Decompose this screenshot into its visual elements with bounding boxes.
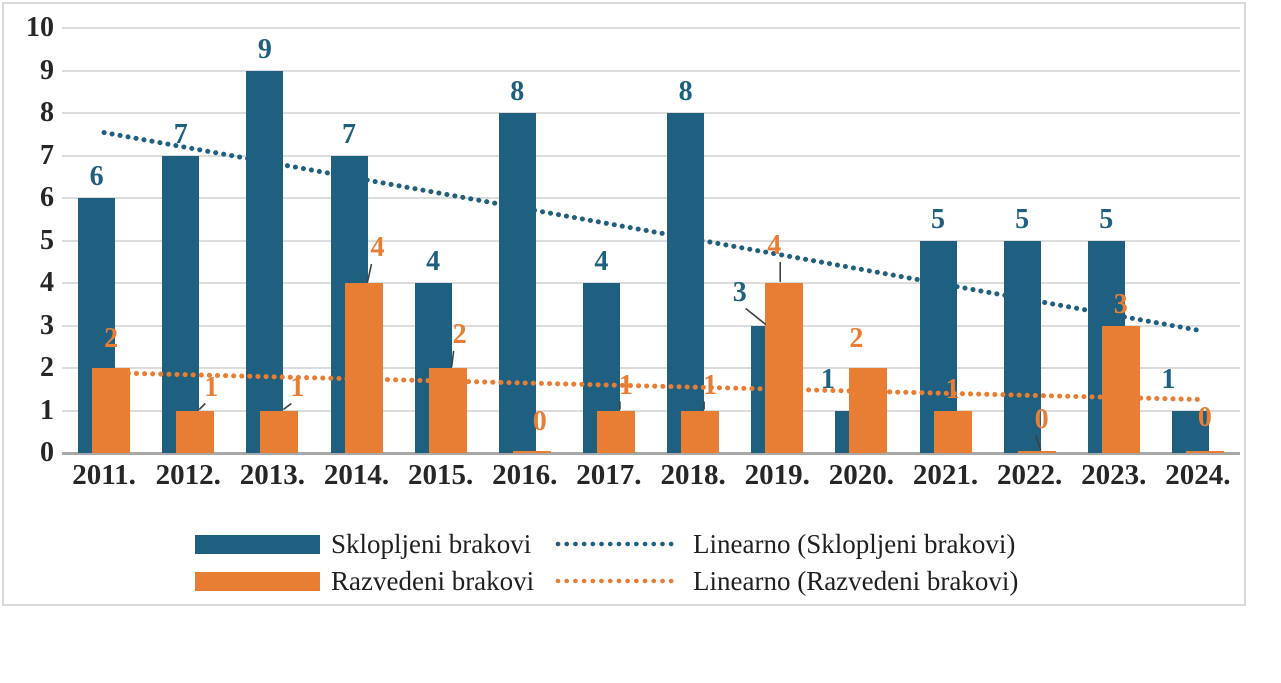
data-label-razvedeni-2022: 0 — [1034, 403, 1049, 435]
gridline — [62, 197, 1240, 199]
bar-razvedeni-2021 — [933, 410, 972, 453]
gridline — [62, 27, 1240, 29]
data-label-sklopljeni-2023: 5 — [1099, 203, 1114, 235]
y-tick-label: 7 — [40, 139, 54, 171]
x-tick-label: 2019. — [744, 459, 810, 491]
gridline — [62, 367, 1240, 369]
x-tick-label: 2022. — [997, 459, 1063, 491]
gridline — [62, 282, 1240, 284]
x-tick-label: 2018. — [660, 459, 726, 491]
bar-razvedeni-2013 — [260, 410, 299, 453]
gridline — [62, 69, 1240, 72]
y-tick-label: 6 — [40, 182, 54, 213]
legend-label-razvedeni: Razvedeni brakovi — [331, 565, 535, 596]
data-label-sklopljeni-2013: 9 — [257, 33, 272, 65]
x-tick-label: 2014. — [323, 459, 390, 491]
legend-swatch-linearno-sklopljeni-line — [555, 541, 679, 547]
data-label-sklopljeni-2012: 7 — [173, 118, 188, 150]
gridline — [62, 324, 1240, 327]
data-label-razvedeni-2013: 1 — [290, 371, 305, 403]
y-tick-label: 3 — [40, 309, 54, 341]
data-label-razvedeni-2017: 1 — [618, 369, 633, 401]
y-tick-label: 1 — [40, 394, 54, 426]
bar-razvedeni-2011 — [92, 368, 131, 453]
y-tick-label: 10 — [26, 12, 54, 43]
bar-razvedeni-2024 — [1185, 450, 1224, 453]
data-label-sklopljeni-2015: 4 — [426, 246, 441, 277]
legend-label-linearno-sklopljeni: Linearno (Sklopljeni brakovi) — [693, 528, 1016, 559]
x-axis-line — [62, 452, 1240, 455]
data-label-razvedeni-2021: 1 — [945, 373, 960, 405]
x-tick-label: 2024. — [1165, 459, 1231, 491]
gridline — [62, 154, 1240, 157]
data-label-razvedeni-2018: 1 — [703, 369, 718, 401]
data-label-sklopljeni-2021: 5 — [931, 203, 945, 235]
bar-razvedeni-2023 — [1101, 325, 1140, 453]
data-label-razvedeni-2015: 2 — [452, 319, 467, 350]
data-label-razvedeni-2019: 4 — [767, 230, 782, 261]
y-tick-label: 9 — [40, 54, 54, 86]
data-label-razvedeni-2020: 2 — [849, 323, 864, 354]
legend-label-linearno-razvedeni: Linearno (Razvedeni brakovi) — [693, 565, 1019, 596]
bar-sklopljeni-2024 — [1171, 410, 1209, 453]
bar-razvedeni-2014 — [344, 283, 383, 453]
bar-razvedeni-2017 — [596, 410, 635, 453]
legend-swatch-razvedeni-bar — [195, 571, 320, 591]
y-tick-label: 2 — [40, 352, 54, 383]
data-label-razvedeni-2012: 1 — [204, 371, 219, 403]
y-tick-label: 8 — [40, 97, 54, 128]
x-tick-label: 2021. — [912, 459, 979, 491]
data-label-sklopljeni-2016: 8 — [510, 76, 525, 107]
x-tick-label: 2017. — [576, 459, 642, 491]
data-label-razvedeni-2023: 3 — [1113, 288, 1128, 320]
x-tick-label: 2020. — [828, 459, 894, 491]
data-label-razvedeni-2014: 4 — [370, 232, 385, 263]
data-label-razvedeni-2024: 0 — [1197, 401, 1212, 433]
gridline — [62, 239, 1240, 242]
gridline — [62, 409, 1240, 412]
x-tick-label: 2013. — [239, 459, 305, 491]
data-label-sklopljeni-2020: 1 — [820, 363, 835, 395]
y-tick-label: 5 — [40, 224, 54, 256]
bar-razvedeni-2015 — [428, 368, 467, 453]
x-tick-label: 2015. — [408, 459, 474, 491]
x-tick-label: 2011. — [72, 459, 136, 491]
bar-sklopljeni-2012 — [162, 155, 200, 453]
data-label-sklopljeni-2011: 6 — [89, 161, 104, 192]
bar-sklopljeni-2013 — [246, 70, 284, 453]
y-tick-label: 4 — [40, 267, 54, 298]
bar-razvedeni-2018 — [681, 410, 720, 453]
data-label-razvedeni-2011: 2 — [104, 323, 119, 354]
x-tick-label: 2016. — [492, 459, 558, 491]
x-tick-label: 2023. — [1081, 459, 1147, 491]
legend-swatch-sklopljeni-bar — [195, 534, 320, 554]
legend-row-sklopljeni: Sklopljeni brakovi Linearno (Sklopljeni … — [195, 529, 1018, 559]
bar-razvedeni-2022 — [1017, 450, 1056, 453]
bar-razvedeni-2012 — [176, 410, 215, 453]
y-tick-label: 0 — [40, 437, 54, 468]
bar-razvedeni-2020 — [849, 368, 888, 453]
bar-sklopljeni-2018 — [667, 113, 705, 453]
bar-razvedeni-2016 — [512, 450, 551, 453]
data-label-sklopljeni-2017: 4 — [594, 246, 609, 277]
x-tick-label: 2012. — [155, 459, 221, 491]
data-label-sklopljeni-2014: 7 — [342, 118, 356, 150]
data-label-sklopljeni-2019: 3 — [732, 276, 747, 308]
data-label-razvedeni-2016: 0 — [532, 405, 547, 437]
bar-razvedeni-2019 — [765, 283, 804, 453]
legend-label-sklopljeni: Sklopljeni brakovi — [331, 528, 532, 559]
legend-swatch-linearno-razvedeni-line — [555, 578, 679, 584]
data-label-sklopljeni-2022: 5 — [1015, 203, 1030, 235]
bar-sklopljeni-2016 — [498, 113, 536, 453]
legend-row-razvedeni: Razvedeni brakovi Linearno (Razvedeni br… — [195, 566, 1018, 596]
legend: Sklopljeni brakovi Linearno (Sklopljeni … — [195, 529, 1018, 596]
data-label-sklopljeni-2024: 1 — [1161, 363, 1176, 395]
gridline — [62, 112, 1240, 114]
data-label-sklopljeni-2018: 8 — [678, 76, 693, 107]
